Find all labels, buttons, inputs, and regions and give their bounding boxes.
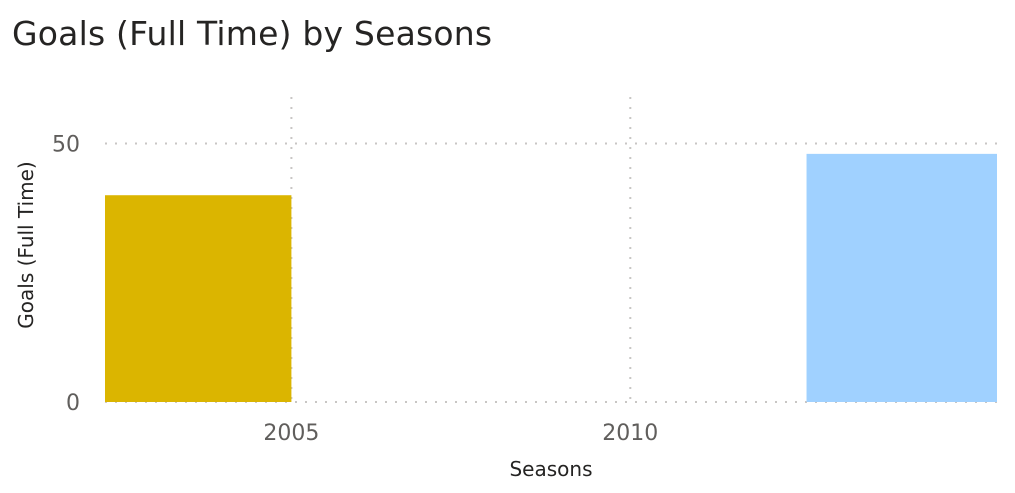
- y-tick-label-0: 0: [66, 391, 80, 416]
- tick-labels: 0 50 2005 2010: [52, 133, 658, 446]
- x-tick-label-2005: 2005: [263, 421, 319, 446]
- bar-2[interactable]: [806, 153, 997, 402]
- x-axis-title: Seasons: [509, 457, 592, 481]
- bar-1[interactable]: [105, 195, 292, 402]
- x-tick-label-2010: 2010: [602, 421, 658, 446]
- y-tick-label-50: 50: [52, 133, 80, 158]
- y-axis-title: Goals (Full Time): [14, 161, 38, 328]
- gridlines: [105, 97, 997, 403]
- bars: [105, 153, 997, 402]
- chart-title: Goals (Full Time) by Seasons: [12, 14, 493, 53]
